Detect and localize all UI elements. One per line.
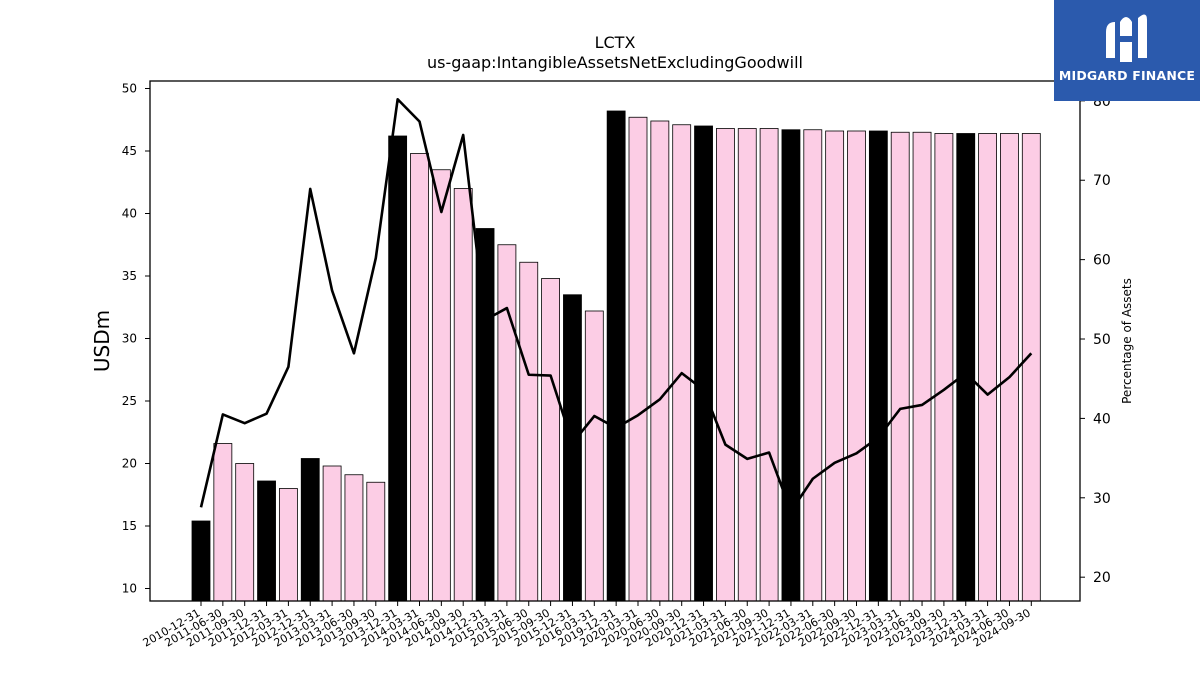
- bar: [737, 128, 757, 602]
- bar: [344, 474, 364, 602]
- right-tick-label: 20: [1093, 570, 1111, 586]
- line-series: [199, 97, 1033, 513]
- right-axis-label: Percentage of Assets: [1120, 278, 1134, 404]
- bar: [650, 120, 670, 602]
- chart-title: LCTX: [595, 33, 636, 52]
- left-tick-label: 45: [122, 144, 137, 158]
- bar: [672, 124, 692, 602]
- bar: [978, 133, 997, 602]
- x-axis: 2010-12-312011-06-302011-09-302011-12-31…: [141, 601, 1033, 650]
- bar: [322, 465, 342, 602]
- bar: [475, 228, 495, 602]
- bar: [213, 443, 233, 602]
- bar: [388, 135, 408, 602]
- bar: [956, 133, 976, 602]
- bar: [497, 244, 517, 602]
- bar: [410, 153, 429, 602]
- bar: [453, 188, 473, 602]
- right-tick-label: 30: [1093, 491, 1111, 507]
- bar: [781, 129, 801, 602]
- left-tick-label: 20: [122, 457, 137, 471]
- bar: [1000, 133, 1019, 602]
- logo-text: MIDGARD FINANCE: [1058, 68, 1196, 83]
- bar: [1021, 133, 1041, 602]
- bar: [257, 480, 276, 602]
- bar: [628, 116, 648, 602]
- bar: [890, 131, 910, 602]
- bar: [803, 129, 823, 602]
- left-tick-label: 15: [122, 519, 137, 533]
- left-tick-label: 25: [122, 394, 137, 408]
- left-tick-label: 10: [122, 582, 137, 596]
- plot-frame: [149, 80, 1081, 602]
- bar: [759, 128, 779, 602]
- bar: [366, 481, 386, 602]
- bar: [235, 463, 255, 602]
- bar: [191, 520, 211, 602]
- right-tick-label: 40: [1093, 411, 1111, 427]
- right-tick-label: 60: [1093, 253, 1111, 269]
- bar: [934, 133, 954, 602]
- bar: [541, 278, 560, 602]
- left-axis: 10 15 20 25 30 35 40 45 50: [122, 82, 150, 596]
- midgard-logo: MIDGARD FINANCE: [1054, 0, 1200, 101]
- left-tick-label: 30: [122, 332, 137, 346]
- bar: [563, 294, 582, 602]
- left-tick-label: 50: [122, 82, 137, 96]
- bar: [431, 169, 451, 602]
- bar: [716, 128, 735, 602]
- left-axis-label: USDm: [90, 310, 114, 372]
- percentage-line: [199, 97, 1033, 513]
- bar: [868, 130, 888, 602]
- bar: [300, 458, 320, 602]
- chart-subtitle: us-gaap:IntangibleAssetsNetExcludingGood…: [427, 53, 803, 72]
- bar: [912, 131, 932, 602]
- left-tick-label: 35: [122, 269, 137, 283]
- bar: [584, 310, 604, 602]
- bar: [694, 125, 713, 602]
- bar: [847, 130, 866, 602]
- bar-series: [191, 110, 1041, 602]
- bar: [825, 130, 845, 602]
- right-tick-label: 50: [1093, 332, 1111, 348]
- bar: [606, 110, 626, 602]
- midgard-logo-icon: [1106, 14, 1147, 62]
- right-tick-label: 70: [1093, 173, 1111, 189]
- bar: [519, 261, 539, 602]
- left-tick-label: 40: [122, 207, 137, 221]
- bar: [278, 488, 298, 602]
